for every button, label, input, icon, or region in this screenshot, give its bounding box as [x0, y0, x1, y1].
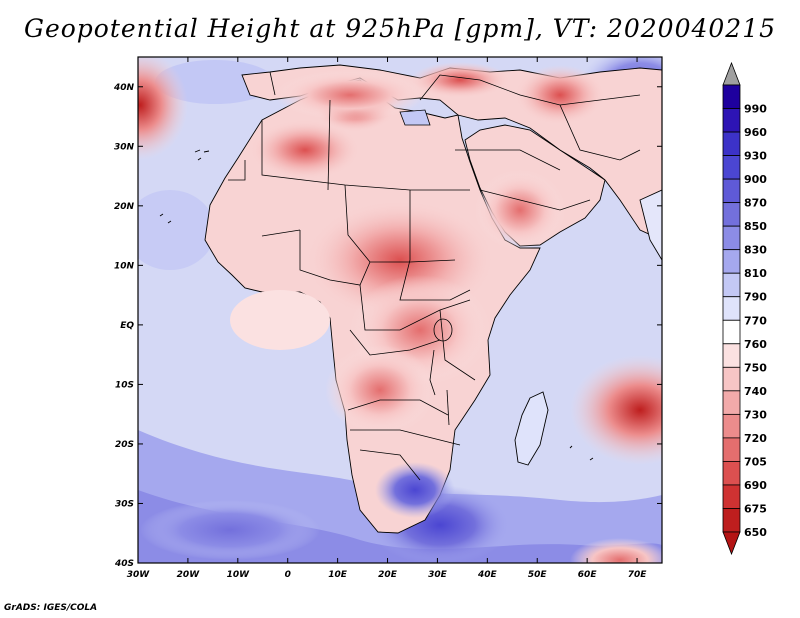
lat-tick-label: 40S: [114, 559, 134, 569]
colorbar-swatch: [722, 319, 741, 345]
high-sahara-west: [250, 120, 360, 180]
colorbar-swatch: [722, 390, 741, 415]
colorbar-swatch: [722, 155, 741, 180]
high-mascarene: [570, 355, 662, 465]
colorbar-swatch: [722, 249, 741, 274]
cape-verde: [159, 213, 172, 224]
lon-tick-label: 70E: [628, 570, 648, 580]
country-borders: [228, 71, 641, 481]
colorbar-swatch: [722, 484, 741, 509]
map-field: [138, 57, 662, 563]
colorbar-swatch: [722, 508, 741, 533]
colorbar-swatch: [722, 437, 741, 462]
high-turkey: [410, 62, 510, 98]
lon-axis: 30W 20W 10W 0 10E 20E 30E 40E 50E 60E 70E: [127, 57, 647, 580]
high-angola: [325, 345, 435, 435]
india-land: [639, 189, 662, 261]
lon-tick-label: 20E: [378, 570, 398, 580]
colorbar-label: 675: [744, 502, 767, 515]
lon-tick-label: 50E: [528, 570, 548, 580]
colorbar-label: 990: [744, 103, 767, 116]
lake-malawi: [446, 389, 450, 426]
colorbar-label: 850: [744, 220, 767, 233]
colorbar-label: 730: [744, 408, 767, 421]
lake-tanganyika: [429, 349, 436, 396]
colorbar-swatch: [722, 366, 741, 392]
map-title: Geopotential Height at 925hPa [gpm], VT:…: [23, 14, 777, 43]
low-south-atlantic: [140, 500, 320, 560]
colorbar-label: 720: [744, 432, 767, 445]
lon-tick-label: 10E: [328, 570, 348, 580]
colorbar-swatch: [722, 178, 741, 204]
lat-tick-label: 10S: [115, 380, 134, 390]
low-south-africa-interior: [375, 462, 455, 518]
high-mediterranean: [275, 70, 425, 120]
madagascar: [514, 391, 549, 466]
colorbar-swatch: [722, 272, 741, 298]
lon-tick-label: 60E: [578, 570, 598, 580]
colorbar-swatch: [722, 225, 741, 251]
colorbar-swatch: [722, 413, 741, 439]
lat-tick-label: 20S: [115, 440, 134, 450]
high-arabia: [475, 170, 565, 250]
colorbar-swatch: [722, 296, 741, 321]
lon-tick-label: 40E: [477, 570, 498, 580]
high-southern-indian: [570, 538, 662, 563]
colorbar-label: 690: [744, 479, 767, 492]
colorbar-label: 750: [744, 361, 767, 374]
colorbar-top-arrow: [722, 61, 741, 86]
grads-credit: GrADS: IGES/COLA: [4, 603, 98, 613]
lon-tick-label: 0: [285, 570, 291, 580]
high-iran: [515, 65, 605, 125]
mascarene-islands: [569, 445, 594, 461]
lat-tick-label: 20N: [114, 202, 135, 212]
colorbar-label: 900: [744, 173, 767, 186]
colorbar-swatch: [722, 461, 741, 486]
lon-tick-label: 30E: [428, 570, 448, 580]
colorbar-label: 650: [744, 526, 767, 539]
lat-axis: 40N 30N 20N 10N EQ 10S 20S 30S 40S: [113, 83, 662, 569]
colorbar-swatch: [722, 131, 741, 156]
colorbar-swatch: [722, 84, 741, 109]
high-gulf-guinea: [230, 290, 330, 350]
colorbar-label: 760: [744, 338, 767, 351]
egypt-depression: [399, 109, 431, 126]
lake-victoria: [433, 318, 453, 342]
canary-islands: [194, 149, 210, 161]
lat-tick-label: EQ: [120, 321, 134, 331]
lat-tick-label: 30S: [115, 499, 134, 509]
colorbar-label: 705: [744, 455, 767, 468]
colorbar-label: 810: [744, 267, 767, 280]
lon-tick-label: 30W: [127, 570, 151, 580]
colorbar-label: 960: [744, 126, 767, 139]
lon-tick-label: 20W: [177, 570, 201, 580]
plot-frame: [137, 56, 663, 564]
colorbar: 990 960 930 900 870 850 830 810 790 770 760 750 740 7…: [722, 61, 767, 556]
colorbar-bottom-arrow: [722, 531, 741, 556]
colorbar-label: 930: [744, 150, 767, 163]
high-azores: [138, 57, 188, 160]
colorbar-label: 740: [744, 385, 767, 398]
lon-tick-label: 10W: [227, 570, 251, 580]
colorbar-label: 790: [744, 291, 767, 304]
colorbar-swatch: [722, 202, 741, 227]
lat-tick-label: 10N: [114, 261, 135, 271]
colorbar-label: 830: [744, 244, 767, 257]
colorbar-swatch: [722, 108, 741, 133]
low-west-atlantic: [138, 190, 215, 270]
colorbar-swatch: [722, 343, 741, 368]
lat-tick-label: 40N: [113, 83, 135, 93]
colorbar-label: 770: [744, 314, 767, 327]
lat-tick-label: 30N: [114, 142, 135, 152]
colorbar-label: 870: [744, 197, 767, 210]
